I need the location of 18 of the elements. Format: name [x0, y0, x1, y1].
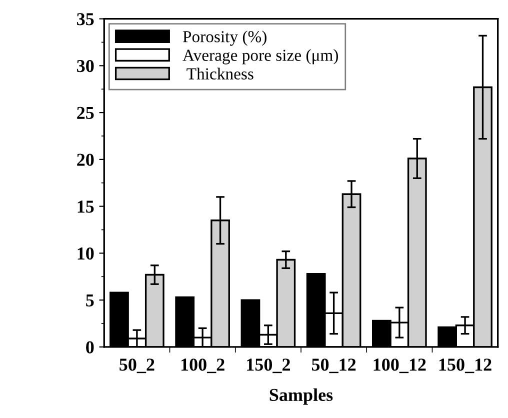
legend-label: Thickness	[186, 68, 254, 80]
legend-label: Porosity (%)	[182, 30, 266, 46]
y-tick-label: 25	[77, 106, 94, 120]
x-tick-label: 50_12	[312, 358, 356, 374]
y-tick-label: 35	[77, 13, 94, 26]
x-tick-label: 50_2	[120, 358, 154, 374]
y-tick-label: 0	[86, 341, 94, 354]
x-axis-title: Samples	[270, 388, 333, 405]
x-tick-label: 150_12	[439, 358, 492, 374]
y-tick-label: 15	[78, 200, 94, 213]
y-tick-label: 30	[77, 60, 94, 72]
x-tick-label: 150_2	[247, 358, 290, 374]
x-tick-label: 100_2	[181, 358, 224, 374]
y-tick-label: 5	[86, 294, 94, 307]
y-tick-label: 10	[78, 247, 94, 260]
y-tick-label: 20	[77, 154, 94, 166]
legend-label: Average pore size (μm)	[182, 49, 338, 64]
x-tick-label: 100_12	[374, 358, 426, 374]
